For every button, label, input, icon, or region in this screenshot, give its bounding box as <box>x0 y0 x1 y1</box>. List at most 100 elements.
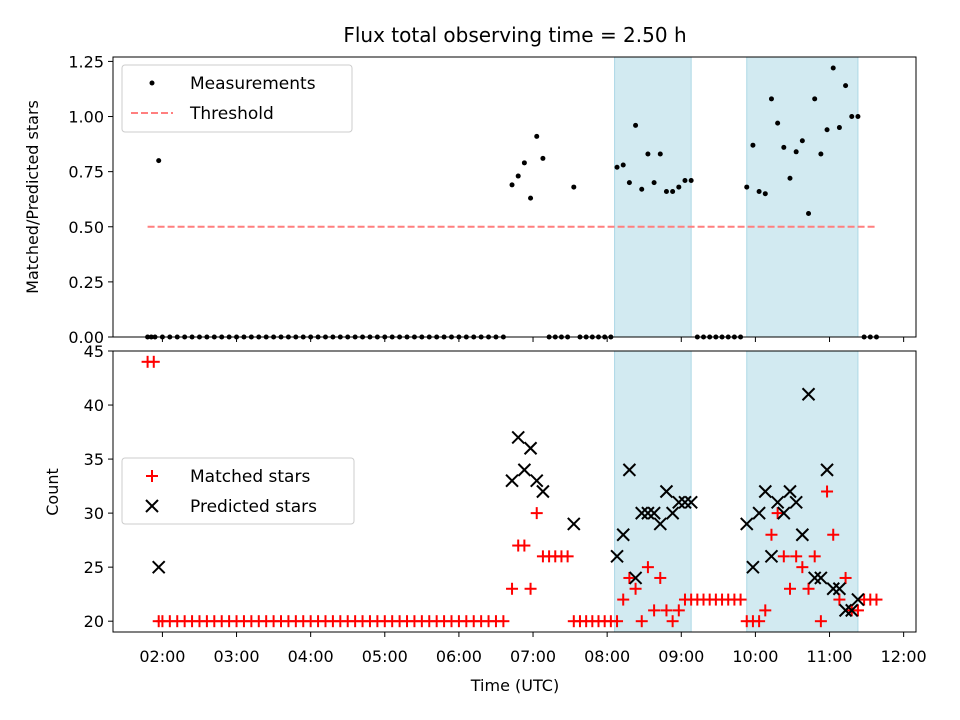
legend-label-matched: Matched stars <box>190 467 310 487</box>
bottom-legend-box <box>121 457 355 525</box>
measurement-point <box>670 188 676 194</box>
predicted-star-marker <box>616 528 630 542</box>
matched-star-marker <box>851 604 864 617</box>
matched-star-marker <box>641 561 654 574</box>
x-tick-label: 05:00 <box>362 647 408 666</box>
measurement-point <box>806 211 812 217</box>
matched-star-marker <box>635 615 648 628</box>
bottom-panel: 20 25 30 35 40 45 02:00 03:00 04:00 05:00 06:00 07… <box>43 342 927 695</box>
matched-star-marker <box>777 550 790 563</box>
predicted-star-marker <box>628 571 643 585</box>
predicted-legend-marker <box>145 499 159 513</box>
matched-star-marker <box>654 571 667 584</box>
measurement-point <box>855 114 861 120</box>
predicted-star-marker <box>678 495 692 510</box>
predicted-star-marker <box>838 603 853 618</box>
predicted-star-marker <box>789 495 803 510</box>
matched-legend-marker <box>146 470 158 482</box>
matched-star-marker <box>561 550 574 563</box>
matched-star-marker <box>524 582 537 595</box>
measurement-point <box>787 175 793 181</box>
predicted-star-marker <box>665 506 680 520</box>
matched-star-marker <box>648 604 661 617</box>
predicted-star-marker <box>659 484 674 499</box>
y-tick-label: 45 <box>84 342 104 361</box>
y-tick-label: 0.25 <box>68 273 104 292</box>
matched-star-marker <box>759 604 772 617</box>
predicted-star-marker <box>820 463 834 477</box>
predicted-star-marker <box>505 473 519 488</box>
measurement-point <box>645 151 651 157</box>
legend-label-measurements: Measurements <box>190 74 316 94</box>
matched-star-marker <box>506 582 519 595</box>
measurement-point <box>534 133 540 139</box>
measurement-point <box>509 182 515 188</box>
chart-title: Flux total observing time = 2.50 h <box>343 23 686 47</box>
predicted-star-marker <box>807 571 822 585</box>
matched-star-marker <box>802 582 815 595</box>
measurement-point <box>663 188 669 194</box>
matched-star-marker <box>660 604 673 617</box>
measurement-point <box>521 160 527 166</box>
measurement-point <box>528 195 534 201</box>
matched-star-marker <box>672 604 685 617</box>
measurement-point <box>781 144 787 150</box>
measurement-point <box>676 184 682 190</box>
predicted-star-marker <box>851 592 865 607</box>
predicted-star-marker <box>672 495 686 510</box>
x-tick-label: 10:00 <box>732 647 778 666</box>
measurement-point <box>657 151 663 157</box>
top-legend-box <box>121 64 353 133</box>
measurement-point <box>824 127 830 133</box>
matched-star-marker <box>629 582 642 595</box>
y-tick-label: 25 <box>84 558 104 577</box>
x-tick-label: 06:00 <box>436 647 482 666</box>
shaded-interval <box>614 56 692 338</box>
matched-star-marker <box>783 582 796 595</box>
measurement-point <box>768 96 774 102</box>
predicted-star-marker <box>740 517 754 531</box>
measurement-point <box>836 125 842 131</box>
y-tick-label: 1.00 <box>68 108 104 127</box>
measurement-point <box>762 191 768 197</box>
measurement-point <box>540 155 546 161</box>
y-tick-label: 40 <box>84 396 104 415</box>
top-y-axis-label: Matched/Predicted stars <box>23 100 42 294</box>
matched-star-marker <box>617 593 630 606</box>
top-shaded-intervals <box>614 56 859 338</box>
x-tick-label: 07:00 <box>510 647 556 666</box>
x-axis-label: Time (UTC) <box>470 676 559 695</box>
bottom-legend: Matched stars Predicted stars <box>121 457 355 525</box>
measurement-point <box>793 149 799 155</box>
measurement-point <box>830 65 836 71</box>
matched-star-marker <box>833 593 846 606</box>
measurement-point <box>626 180 632 186</box>
predicted-star-marker <box>567 517 581 531</box>
legend-label-predicted: Predicted stars <box>190 497 317 517</box>
measurements-legend-marker <box>149 80 155 86</box>
legend-label-threshold: Threshold <box>189 104 274 124</box>
matched-star-marker <box>666 615 679 628</box>
predicted-star-marker <box>653 517 667 531</box>
predicted-star-marker <box>814 571 828 585</box>
bottom-y-axis-label: Count <box>43 468 62 516</box>
x-tick-label: 04:00 <box>288 647 334 666</box>
predicted-star-marker <box>845 603 859 618</box>
measurement-point <box>651 180 657 186</box>
measurement-point <box>515 173 521 179</box>
matched-star-marker <box>821 485 834 498</box>
measurement-point <box>633 122 639 128</box>
measurement-point <box>620 162 626 168</box>
measurement-point <box>849 114 855 120</box>
predicted-star-marker <box>801 387 816 401</box>
matched-star-marker <box>147 355 160 368</box>
y-tick-label: 20 <box>84 612 104 631</box>
predicted-star-marker <box>536 484 550 499</box>
measurement-point <box>843 83 849 89</box>
matched-star-marker <box>497 615 510 628</box>
measurement-point <box>812 96 818 102</box>
matched-star-marker <box>771 507 784 520</box>
x-tick-label: 12:00 <box>881 647 927 666</box>
shaded-interval <box>746 56 859 338</box>
